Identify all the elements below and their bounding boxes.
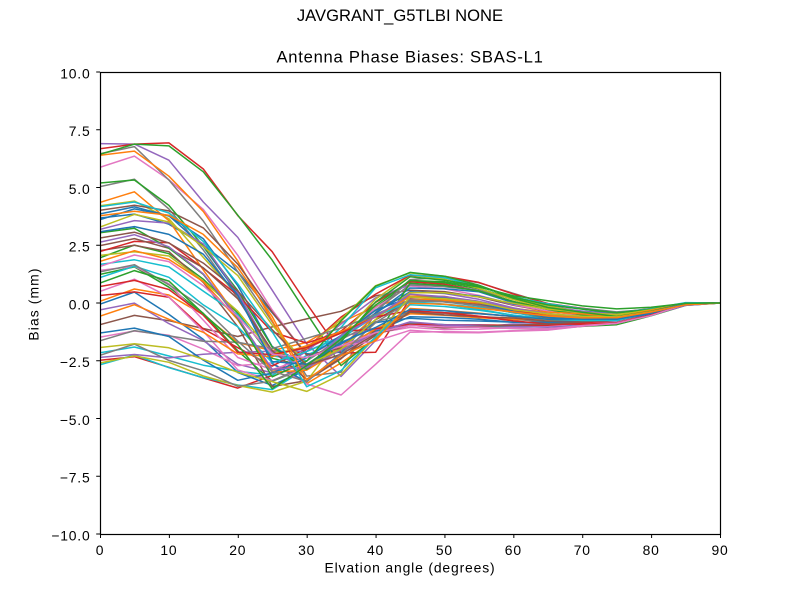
svg-text:20: 20 [229, 542, 246, 558]
svg-text:Antenna Phase Biases: SBAS-L1: Antenna Phase Biases: SBAS-L1 [276, 48, 543, 67]
svg-text:90: 90 [711, 542, 728, 558]
svg-text:Bias (mm): Bias (mm) [25, 267, 41, 340]
svg-text:2.5: 2.5 [69, 239, 91, 255]
svg-text:0.0: 0.0 [69, 296, 91, 312]
svg-text:40: 40 [367, 542, 384, 558]
svg-text:−5.0: −5.0 [60, 412, 91, 428]
svg-text:Elvation angle (degrees): Elvation angle (degrees) [325, 559, 496, 575]
svg-text:60: 60 [505, 542, 522, 558]
svg-text:10: 10 [160, 542, 177, 558]
svg-text:−7.5: −7.5 [60, 470, 91, 486]
svg-text:JAVGRANT_G5TLBI NONE: JAVGRANT_G5TLBI NONE [297, 6, 503, 25]
svg-text:0: 0 [96, 542, 105, 558]
svg-text:70: 70 [574, 542, 591, 558]
svg-text:10.0: 10.0 [60, 65, 90, 81]
svg-text:5.0: 5.0 [69, 181, 91, 197]
svg-text:30: 30 [298, 542, 315, 558]
svg-text:−2.5: −2.5 [60, 354, 91, 370]
svg-text:80: 80 [643, 542, 660, 558]
svg-text:−10.0: −10.0 [51, 527, 90, 543]
svg-text:7.5: 7.5 [69, 123, 91, 139]
svg-text:50: 50 [436, 542, 453, 558]
